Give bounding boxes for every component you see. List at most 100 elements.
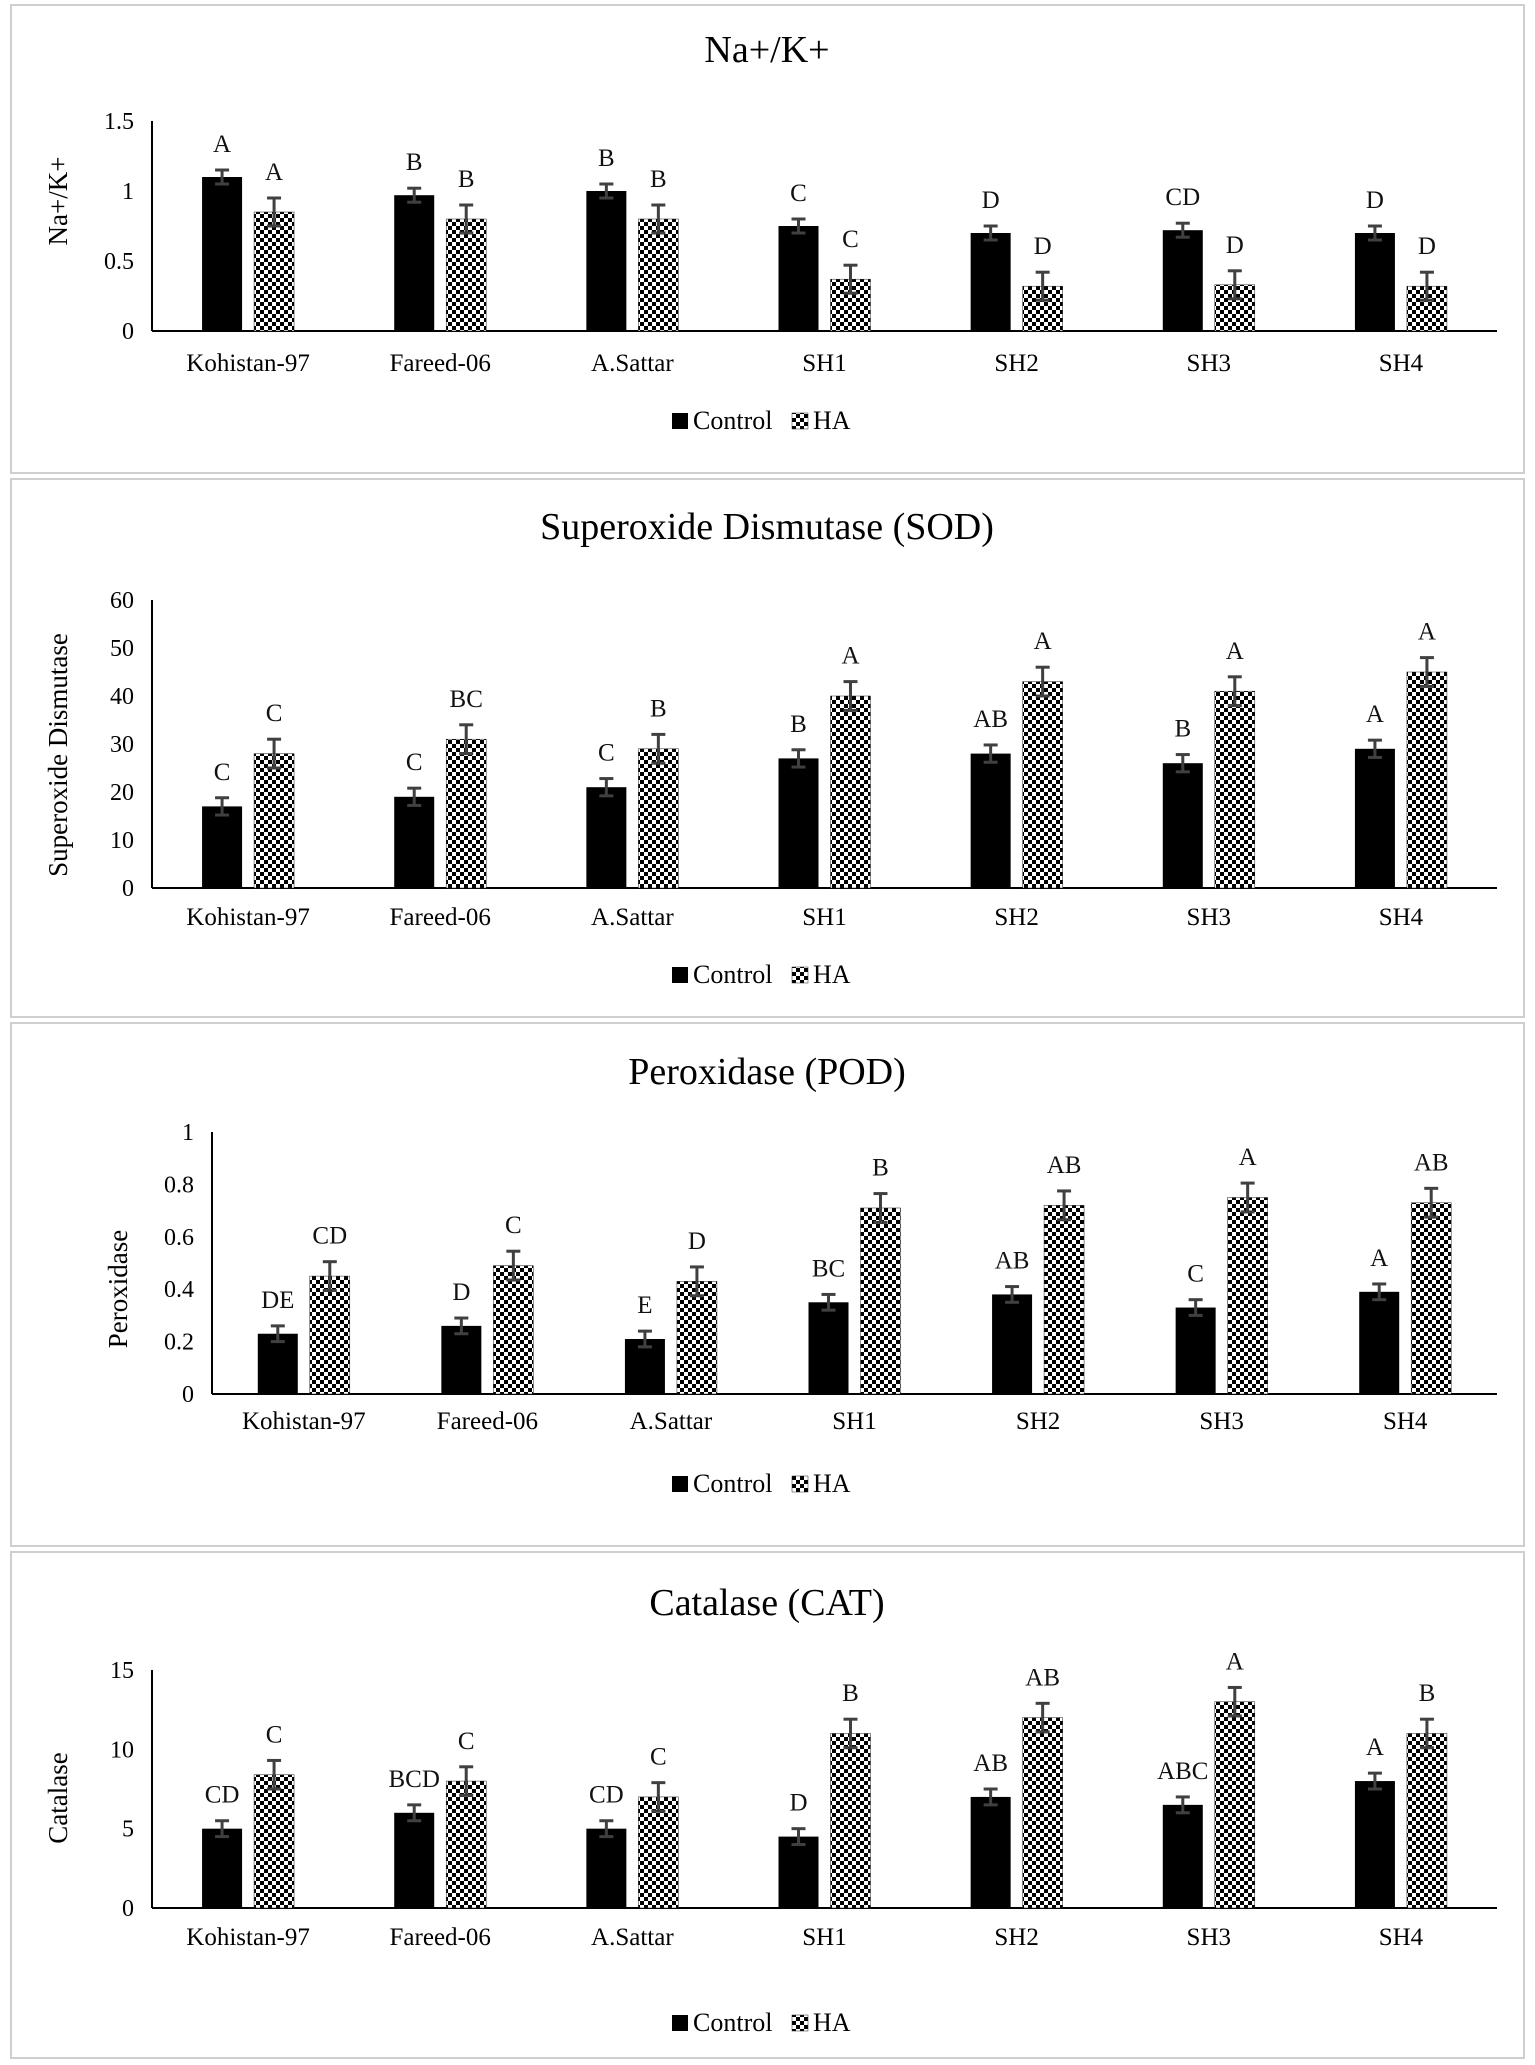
significance-label: AB (1025, 1664, 1060, 1691)
y-tick-label: 10 (110, 1737, 134, 1763)
pod-chart-panel: Peroxidase (POD) Peroxidase 0 0.2 0.4 0.6 0.8 1… (10, 1022, 1525, 1547)
significance-label: AB (995, 1248, 1030, 1275)
legend-swatch-control (672, 1476, 688, 1492)
category-label: Kohistan-97 (186, 350, 310, 377)
category-label: SH4 (1379, 1924, 1424, 1951)
category-label: SH1 (802, 1924, 846, 1951)
significance-label: A (213, 131, 231, 158)
legend-label-ha: HA (813, 1469, 851, 1498)
category-label: A.Sattar (630, 1408, 713, 1435)
bar-control (202, 177, 243, 331)
y-tick-label: 15 (110, 1658, 134, 1684)
bar-ha (1022, 681, 1063, 889)
significance-label: BC (812, 1255, 845, 1282)
bar-control (778, 226, 819, 331)
category-label: A.Sattar (591, 350, 674, 377)
significance-label: C (505, 1212, 522, 1239)
y-tick-label: 30 (110, 732, 134, 758)
bar-control (394, 195, 435, 331)
significance-label: C (790, 180, 807, 207)
y-tick-label: 1.5 (104, 109, 134, 135)
bar-ha (1406, 671, 1448, 889)
category-label: SH3 (1187, 904, 1231, 931)
bar-ha (1022, 1717, 1063, 1909)
category-label: Kohistan-97 (242, 1408, 366, 1435)
significance-label: A (1366, 701, 1384, 728)
legend-swatch-ha (791, 966, 809, 984)
significance-label: CD (205, 1782, 240, 1809)
legend-label-ha: HA (813, 960, 851, 989)
significance-label: ABC (1157, 1758, 1208, 1785)
legend-swatch-ha (791, 412, 809, 430)
significance-label: B (842, 1680, 859, 1707)
bar-ha (860, 1207, 901, 1395)
significance-label: A (1370, 1245, 1388, 1272)
significance-label: C (214, 759, 231, 786)
significance-label: AB (1414, 1149, 1449, 1176)
y-tick-label: 0.5 (104, 249, 134, 275)
significance-label: D (1226, 232, 1244, 259)
bar-ha (445, 218, 487, 332)
bar-control (394, 796, 435, 888)
category-label: Fareed-06 (390, 350, 491, 377)
category-label: SH3 (1199, 1408, 1243, 1435)
bar-ha (309, 1275, 351, 1395)
category-label: SH3 (1187, 1924, 1231, 1951)
significance-label: C (598, 740, 615, 767)
y-tick-label: 1 (182, 1120, 194, 1146)
category-label: SH2 (1016, 1408, 1060, 1435)
chart-title: Peroxidase (POD) (628, 1051, 906, 1093)
bar-ha (1406, 1733, 1448, 1909)
bar-ha (253, 211, 295, 332)
y-tick-label: 40 (110, 684, 134, 710)
category-label: Fareed-06 (437, 1408, 538, 1435)
significance-label: B (1419, 1680, 1436, 1707)
significance-label: A (1418, 619, 1436, 646)
significance-label: CD (1165, 184, 1200, 211)
significance-label: D (982, 187, 1000, 214)
significance-label: A (1239, 1144, 1257, 1171)
bar-ha (638, 218, 679, 332)
y-tick-label: 10 (110, 828, 134, 854)
y-tick-label: 1 (122, 179, 134, 205)
na-k-chart-panel: Na+/K+ Na+/K+ 0 0.5 1 1.5 Kohistan-97 A A Fareed-… (10, 4, 1525, 474)
bar-ha (830, 1733, 871, 1909)
category-label: A.Sattar (591, 1924, 674, 1951)
bar-ha (1410, 1202, 1452, 1395)
chart-title: Catalase (CAT) (649, 1582, 884, 1624)
bar-ha (638, 1796, 679, 1909)
bar-ha (1227, 1197, 1268, 1395)
bar-control (778, 1836, 819, 1908)
y-axis-label: Superoxide Dismutase (43, 633, 73, 877)
significance-label: C (266, 700, 283, 727)
bar-ha (830, 695, 871, 889)
category-label: A.Sattar (591, 904, 674, 931)
legend-swatch-control (672, 2015, 688, 2031)
category-label: Kohistan-97 (186, 904, 310, 931)
significance-label: C (458, 1728, 475, 1755)
bar-control (394, 1812, 435, 1908)
y-tick-label: 0.2 (164, 1330, 194, 1356)
significance-label: E (637, 1292, 652, 1319)
legend-label-control: Control (693, 1469, 772, 1498)
significance-label: D (688, 1228, 706, 1255)
bar-ha (493, 1265, 534, 1395)
significance-label: BCD (389, 1766, 440, 1793)
significance-label: CD (312, 1223, 347, 1250)
category-label: SH1 (832, 1408, 876, 1435)
y-tick-label: 60 (110, 588, 134, 614)
legend-swatch-ha (791, 1475, 809, 1493)
significance-label: A (841, 643, 859, 670)
category-label: SH2 (994, 1924, 1038, 1951)
y-tick-label: 0.4 (164, 1277, 194, 1303)
bar-control (1162, 230, 1203, 331)
bar-ha (1214, 1701, 1256, 1909)
bar-control (441, 1325, 482, 1394)
bar-ha (638, 748, 679, 889)
bar-ha (445, 738, 487, 889)
legend-label-control: Control (693, 960, 772, 989)
significance-label: DE (261, 1287, 294, 1314)
y-tick-label: 20 (110, 780, 134, 806)
legend-swatch-control (672, 967, 688, 983)
significance-label: D (789, 1790, 807, 1817)
